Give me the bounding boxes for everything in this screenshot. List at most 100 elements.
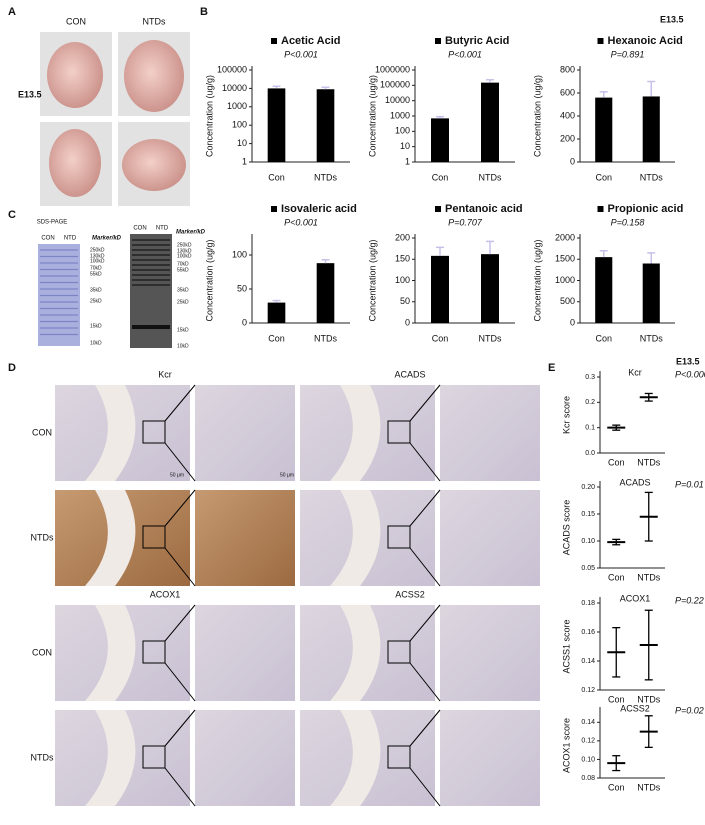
bar <box>316 263 335 323</box>
embryo <box>124 40 184 112</box>
zoom-line <box>164 604 196 642</box>
x-tick-label: NTDs <box>479 333 502 343</box>
zoom-line <box>409 604 441 642</box>
stain-label: ACSS2 <box>395 589 425 599</box>
marker-label: 70kD <box>177 261 189 267</box>
title-marker <box>271 206 277 212</box>
chart-subtitle: P<0.001 <box>284 49 318 59</box>
y-tick-label: 10 <box>400 141 410 151</box>
chart-subtitle: P=0.707 <box>448 217 483 227</box>
marker-label: 15kD <box>90 323 102 329</box>
marker-label: 25kD <box>90 298 102 304</box>
chart-subtitle: P=0.02 <box>675 705 704 715</box>
zoom-image <box>195 710 295 806</box>
zoom-line <box>409 442 441 482</box>
marker-label: 100kD <box>90 258 105 264</box>
lumen <box>330 385 381 481</box>
marker-title: Marker/kD <box>92 236 122 242</box>
bar <box>431 118 449 162</box>
zoom-box <box>387 420 411 444</box>
chart-title: Hexanoic Acid <box>608 35 683 47</box>
zoom-image <box>440 605 540 701</box>
y-tick-label: 10000 <box>385 95 410 105</box>
stain-label: Kcr <box>158 369 172 379</box>
marker-label: 15kD <box>177 327 189 333</box>
x-tick-label: Con <box>432 333 449 343</box>
marker-label: 35kD <box>90 287 102 293</box>
y-tick-label: 0.12 <box>581 687 595 694</box>
row-label: CON <box>32 647 52 657</box>
zoom-box <box>387 525 411 549</box>
y-tick-label: 2000 <box>555 232 575 242</box>
y-tick-label: 50 <box>400 296 410 306</box>
bar <box>595 257 613 323</box>
y-axis-label: Concentration (ug/g) <box>204 239 214 321</box>
zoom-image <box>440 490 540 586</box>
y-tick-label: 100 <box>232 120 247 130</box>
y-tick-label: 0.15 <box>581 511 595 518</box>
zoom-box <box>142 640 166 664</box>
marker-label: 100kD <box>177 253 192 259</box>
lane-label: NTD <box>64 236 77 242</box>
y-tick-label: 800 <box>560 64 575 74</box>
marker-label: 25kD <box>177 299 189 305</box>
y-tick-label: 0.12 <box>581 738 595 745</box>
y-tick-label: 0 <box>242 317 247 327</box>
y-tick-label: 150 <box>395 254 410 264</box>
zoom-line <box>164 709 196 747</box>
panel-a-photos <box>40 32 190 206</box>
bar <box>316 89 335 162</box>
column-label: NTDs <box>143 16 166 26</box>
y-tick-label: 500 <box>560 296 575 306</box>
y-tick-label: 0.2 <box>585 399 595 406</box>
y-tick-label: 0.10 <box>581 538 595 545</box>
panel-label: B <box>200 6 208 18</box>
bar <box>642 96 660 162</box>
zoom-image <box>440 385 540 481</box>
panel-c-gels <box>38 234 172 348</box>
title-marker <box>435 38 441 44</box>
y-tick-label: 200 <box>560 133 575 143</box>
y-tick-label: 1000000 <box>375 64 410 74</box>
y-tick-label: 0.0 <box>585 450 595 457</box>
zoom-image <box>195 385 295 481</box>
chart-subtitle: P=0.01 <box>675 479 704 489</box>
gel-title: SDS-PAGE <box>37 220 68 226</box>
scale-bar-label: 50 μm <box>280 472 294 478</box>
y-tick-label: 0 <box>405 317 410 327</box>
chart-subtitle: P=0.22 <box>675 595 704 605</box>
scale-bar-label: 50 μm <box>170 472 184 478</box>
column-label: CON <box>66 16 86 26</box>
x-tick-label: NTDs <box>314 333 337 343</box>
lumen <box>85 490 136 586</box>
panel-label: C <box>8 209 16 221</box>
zoom-line <box>164 442 196 482</box>
row-label: E13.5 <box>18 89 42 99</box>
y-tick-label: 100 <box>232 249 247 259</box>
y-tick-label: 1 <box>405 156 410 166</box>
y-axis-label: ACSS1 score <box>561 619 571 673</box>
chart-title: Pentanoic acid <box>445 203 523 215</box>
bar <box>267 88 286 162</box>
x-tick-label: Con <box>608 782 625 792</box>
x-tick-label: Con <box>595 333 612 343</box>
zoom-box <box>142 745 166 769</box>
y-tick-label: 1000 <box>390 110 410 120</box>
marker-title: Marker/kD <box>176 230 206 236</box>
bar <box>267 302 286 323</box>
title-marker <box>597 206 604 212</box>
row-label: NTDs <box>31 752 54 762</box>
chart-subtitle: P=0.891 <box>611 49 645 59</box>
y-axis-label: Concentration (ug/g) <box>532 75 542 157</box>
zoom-box <box>387 745 411 769</box>
embryo <box>49 129 101 197</box>
bar <box>595 97 613 162</box>
row-label: CON <box>32 427 52 437</box>
zoom-line <box>409 709 441 747</box>
lumen <box>330 710 381 806</box>
y-tick-label: 0.10 <box>581 756 595 763</box>
chart-title: ACSS2 <box>620 703 650 713</box>
panel-label: A <box>8 6 16 18</box>
zoom-image <box>195 490 295 586</box>
